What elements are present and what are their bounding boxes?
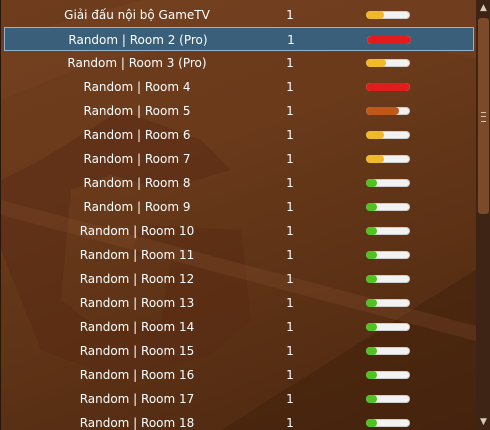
player-count: 1: [286, 8, 294, 22]
scroll-grip-icon: [481, 112, 486, 122]
room-name: Random | Room 7: [83, 152, 191, 166]
room-row[interactable]: Random | Room 14 1: [4, 315, 474, 339]
room-name: Random | Room 14: [79, 320, 195, 334]
player-count: 1: [286, 200, 294, 214]
player-count: 1: [286, 392, 294, 406]
room-load-fill: [366, 323, 377, 331]
room-name: Random | Room 2 (Pro): [68, 33, 208, 47]
room-load-fill: [366, 419, 377, 427]
room-name: Random | Room 15: [79, 344, 195, 358]
player-count: 1: [286, 152, 294, 166]
player-count: 1: [286, 104, 294, 118]
room-load-fill: [366, 179, 377, 187]
room-name: Random | Room 13: [79, 296, 195, 310]
room-load-bar: [366, 11, 410, 19]
player-count: 1: [286, 128, 294, 142]
room-load-bar: [366, 107, 410, 115]
room-row[interactable]: Random | Room 10 1: [4, 219, 474, 243]
scroll-up-icon[interactable]: ▲: [480, 3, 487, 13]
player-count: 1: [286, 272, 294, 286]
room-name: Random | Room 5: [83, 104, 191, 118]
player-count: 1: [286, 368, 294, 382]
room-load-fill: [366, 227, 377, 235]
room-name: Random | Room 11: [79, 248, 195, 262]
player-count: 1: [287, 33, 295, 47]
room-load-bar: [366, 323, 410, 331]
room-list: Giải đấu nội bộ GameTV 1 Random | Room 2 (…: [4, 3, 474, 430]
player-count: 1: [286, 344, 294, 358]
room-row[interactable]: Random | Room 11 1: [4, 243, 474, 267]
room-load-fill: [366, 251, 377, 259]
player-count: 1: [286, 296, 294, 310]
room-load-fill: [366, 203, 377, 211]
room-row[interactable]: Random | Room 12 1: [4, 267, 474, 291]
room-name: Giải đấu nội bộ GameTV: [64, 8, 210, 22]
room-row[interactable]: Random | Room 18 1: [4, 411, 474, 430]
room-load-bar: [366, 179, 410, 187]
player-count: 1: [286, 320, 294, 334]
room-name: Random | Room 12: [79, 272, 195, 286]
player-count: 1: [286, 248, 294, 262]
room-load-bar: [366, 59, 410, 67]
room-load-bar: [366, 299, 410, 307]
room-load-fill: [366, 299, 377, 307]
room-row[interactable]: Random | Room 7 1: [4, 147, 474, 171]
room-load-bar: [366, 227, 410, 235]
room-name: Random | Room 6: [83, 128, 191, 142]
room-load-bar: [366, 275, 410, 283]
room-row[interactable]: Random | Room 15 1: [4, 339, 474, 363]
room-name: Random | Room 18: [79, 416, 195, 430]
vertical-scrollbar[interactable]: ▲ ▼: [476, 0, 490, 430]
room-load-bar: [366, 395, 410, 403]
room-load-bar: [366, 83, 410, 91]
room-name: Random | Room 17: [79, 392, 195, 406]
room-row[interactable]: Random | Room 8 1: [4, 171, 474, 195]
room-row[interactable]: Giải đấu nội bộ GameTV 1: [4, 3, 474, 27]
player-count: 1: [286, 416, 294, 430]
room-row[interactable]: Random | Room 4 1: [4, 75, 474, 99]
room-load-fill: [366, 347, 377, 355]
room-row[interactable]: Random | Room 6 1: [4, 123, 474, 147]
room-load-bar: [366, 419, 410, 427]
room-row[interactable]: Random | Room 13 1: [4, 291, 474, 315]
room-load-fill: [366, 371, 377, 379]
player-count: 1: [286, 80, 294, 94]
room-load-bar: [366, 203, 410, 211]
room-load-fill: [366, 395, 377, 403]
room-name: Random | Room 9: [83, 200, 191, 214]
player-count: 1: [286, 224, 294, 238]
room-row[interactable]: Random | Room 5 1: [4, 99, 474, 123]
room-load-bar: [366, 347, 410, 355]
room-name: Random | Room 3 (Pro): [67, 56, 207, 70]
room-load-fill: [366, 131, 385, 139]
room-name: Random | Room 10: [79, 224, 195, 238]
room-row[interactable]: Random | Room 17 1: [4, 387, 474, 411]
scroll-thumb[interactable]: [478, 18, 489, 214]
room-name: Random | Room 8: [83, 176, 191, 190]
room-row[interactable]: Random | Room 3 (Pro) 1: [4, 51, 474, 75]
room-load-bar: [366, 371, 410, 379]
player-count: 1: [286, 176, 294, 190]
room-load-fill: [366, 107, 399, 115]
room-load-bar: [366, 251, 410, 259]
room-load-fill: [366, 59, 386, 67]
room-load-fill: [366, 155, 385, 163]
room-name: Random | Room 16: [79, 368, 195, 382]
room-load-bar: [367, 36, 411, 44]
room-load-fill: [366, 275, 377, 283]
room-load-bar: [366, 131, 410, 139]
room-name: Random | Room 4: [83, 80, 191, 94]
room-load-fill: [366, 83, 410, 91]
room-load-fill: [366, 11, 384, 19]
room-row[interactable]: Random | Room 9 1: [4, 195, 474, 219]
room-row[interactable]: Random | Room 16 1: [4, 363, 474, 387]
room-load-fill: [367, 36, 411, 44]
scroll-down-icon[interactable]: ▼: [480, 417, 487, 427]
room-load-bar: [366, 155, 410, 163]
player-count: 1: [286, 56, 294, 70]
room-row[interactable]: Random | Room 2 (Pro) 1: [4, 27, 474, 51]
